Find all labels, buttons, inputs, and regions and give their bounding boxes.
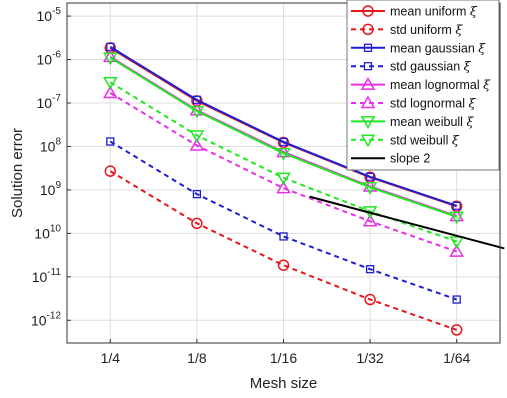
data-point — [362, 213, 378, 227]
series-std-weibull — [103, 77, 464, 250]
y-tick-label: 10-12 — [31, 310, 61, 328]
legend-entry: mean weibull ξ — [351, 114, 474, 129]
y-axis-label: Solution error — [9, 128, 26, 218]
data-point — [189, 138, 205, 151]
legend-entry: std gaussian ξ — [351, 59, 472, 74]
x-tick-label: 1/4 — [101, 350, 121, 366]
legend-label: std lognormal ξ — [390, 96, 477, 111]
series-line — [109, 140, 458, 301]
x-tick-label: 1/8 — [187, 350, 207, 366]
slope-line — [309, 195, 505, 250]
y-tick-label: 10-7 — [37, 93, 62, 111]
legend-label: std uniform ξ — [390, 22, 463, 37]
data-point — [276, 180, 291, 194]
legend-marker — [360, 134, 376, 148]
legend-entry: slope 2 — [351, 152, 430, 166]
series-slope-2 — [309, 195, 505, 250]
data-point — [279, 232, 288, 241]
y-tick-label: 10-11 — [32, 267, 62, 285]
data-point — [189, 130, 205, 143]
data-point — [192, 189, 202, 199]
legend-marker — [360, 116, 376, 129]
legend-entry: std weibull ξ — [351, 132, 460, 148]
series-std-uniform — [104, 165, 463, 336]
legend-entry: mean uniform ξ — [351, 4, 478, 19]
data-point — [189, 105, 205, 119]
data-point — [276, 172, 291, 186]
legend-entry: std uniform ξ — [351, 22, 463, 37]
data-point — [276, 147, 291, 161]
legend-entry: mean gaussian ξ — [351, 40, 486, 55]
data-point — [103, 49, 118, 63]
legend-marker — [362, 23, 374, 36]
data-point — [449, 236, 464, 250]
legend-entry: mean lognormal ξ — [351, 77, 491, 92]
x-axis-label: Mesh size — [250, 375, 318, 392]
legend-marker — [360, 77, 376, 90]
series-line — [109, 46, 458, 207]
data-point — [103, 52, 118, 66]
data-point — [449, 211, 464, 225]
legend-marker — [362, 5, 374, 17]
legend-label: std gaussian ξ — [390, 59, 472, 74]
y-tick-label: 10-6 — [37, 50, 62, 68]
legend-entry: std lognormal ξ — [351, 95, 477, 111]
data-point — [191, 217, 203, 230]
data-point — [104, 165, 117, 177]
series-std-gaussian — [106, 137, 461, 304]
data-point — [106, 137, 115, 146]
data-point — [277, 259, 290, 271]
series-line — [109, 56, 458, 218]
x-tick-label: 1/32 — [356, 350, 383, 366]
y-tick-label: 109 — [40, 180, 62, 198]
legend-label: mean uniform ξ — [390, 4, 478, 19]
legend-marker — [363, 43, 373, 52]
data-point — [103, 77, 118, 90]
series-std-lognormal — [103, 85, 464, 257]
plot-frame — [66, 2, 501, 344]
legend-label: slope 2 — [390, 152, 430, 166]
data-point — [452, 295, 461, 304]
legend-label: std weibull ξ — [390, 132, 460, 147]
x-tick-label: 1/16 — [270, 350, 297, 366]
data-point — [103, 85, 118, 99]
data-point — [450, 324, 463, 336]
legend-label: mean lognormal ξ — [390, 77, 491, 92]
data-point — [362, 182, 378, 195]
x-tick-label: 1/64 — [443, 350, 470, 366]
x-ticks: 1/4 1/8 1/16 1/32 1/64 — [101, 339, 471, 366]
legend: mean uniform ξ std uniform ξ mean gaussian… — [346, 0, 500, 171]
legend-marker — [360, 95, 376, 109]
y-tick-label: 10-5 — [37, 6, 62, 24]
y-tick-label: 108 — [40, 136, 62, 154]
legend-label: mean gaussian ξ — [390, 40, 486, 55]
y-ticks: 10-5 10-6 10-7 108 109 1010 10-11 10-12 — [31, 6, 71, 328]
data-point — [364, 293, 376, 306]
series-line — [109, 81, 458, 243]
series-layer — [103, 42, 505, 336]
data-point — [449, 244, 464, 257]
y-tick-label: 1010 — [34, 223, 61, 241]
data-point — [365, 265, 375, 274]
series-mean-weibull — [103, 52, 464, 225]
series-line — [109, 170, 458, 331]
series-line — [109, 92, 458, 253]
legend-marker — [363, 62, 373, 71]
legend-label: mean weibull ξ — [390, 114, 474, 129]
